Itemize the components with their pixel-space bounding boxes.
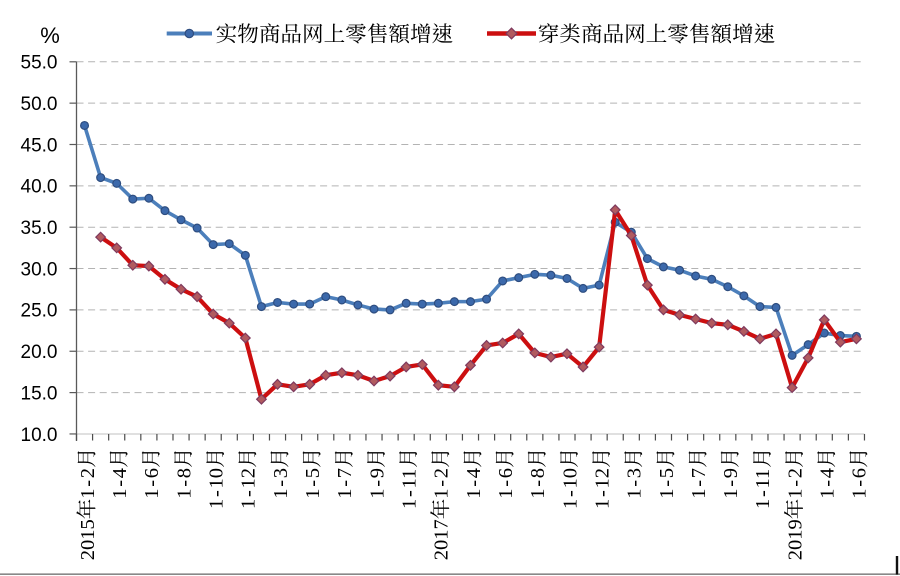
svg-text:3: 3 (624, 468, 646, 478)
svg-text:5: 5 (302, 468, 324, 478)
svg-text:10: 10 (205, 468, 227, 489)
svg-text:1: 1 (463, 489, 485, 499)
svg-text:1: 1 (334, 489, 356, 499)
svg-text:35.0: 35.0 (21, 218, 58, 239)
svg-text:2015: 2015 (77, 519, 99, 560)
svg-text:1: 1 (302, 489, 324, 499)
svg-text:%: % (40, 23, 60, 48)
svg-text:-: - (817, 480, 839, 487)
svg-text:1: 1 (366, 489, 388, 499)
svg-text:9: 9 (720, 468, 742, 478)
svg-text:2: 2 (784, 468, 806, 478)
svg-text:12: 12 (591, 468, 613, 489)
svg-text:-: - (591, 490, 613, 497)
svg-text:20.0: 20.0 (21, 342, 58, 363)
svg-text:-: - (527, 480, 549, 487)
svg-text:6: 6 (141, 468, 163, 478)
svg-text:50.0: 50.0 (21, 94, 58, 115)
svg-text:15.0: 15.0 (21, 383, 58, 404)
svg-text:8: 8 (173, 468, 195, 478)
svg-text:-: - (656, 480, 678, 487)
svg-text:11: 11 (752, 469, 774, 489)
svg-text:-: - (398, 490, 420, 497)
svg-text:1: 1 (720, 489, 742, 499)
svg-text:1: 1 (205, 499, 227, 509)
svg-text:1: 1 (173, 489, 195, 499)
svg-text:11: 11 (398, 469, 420, 489)
svg-text:-: - (173, 480, 195, 487)
svg-text:7: 7 (688, 468, 710, 478)
svg-text:1: 1 (591, 499, 613, 509)
svg-text:6: 6 (495, 468, 517, 478)
svg-text:45.0: 45.0 (21, 135, 58, 156)
svg-text:1: 1 (752, 499, 774, 509)
svg-text:10.0: 10.0 (21, 425, 58, 446)
svg-text:-: - (302, 480, 324, 487)
svg-text:1: 1 (270, 489, 292, 499)
svg-text:-: - (624, 480, 646, 487)
svg-text:1: 1 (559, 499, 581, 509)
svg-text:1: 1 (527, 489, 549, 499)
svg-text:1: 1 (398, 499, 420, 509)
svg-text:1: 1 (624, 489, 646, 499)
svg-text:7: 7 (334, 468, 356, 478)
svg-text:3: 3 (270, 468, 292, 478)
svg-text:1: 1 (141, 489, 163, 499)
svg-text:6: 6 (849, 468, 871, 478)
svg-text:1: 1 (495, 489, 517, 499)
svg-text:-: - (141, 480, 163, 487)
svg-text:2017: 2017 (431, 519, 453, 560)
svg-text:-: - (720, 480, 742, 487)
svg-text:5: 5 (656, 468, 678, 478)
svg-text:-: - (366, 480, 388, 487)
svg-text:1: 1 (656, 489, 678, 499)
svg-text:12: 12 (238, 468, 260, 489)
svg-text:2: 2 (431, 468, 453, 478)
svg-text:55.0: 55.0 (21, 53, 58, 74)
svg-text:-: - (752, 490, 774, 497)
svg-text:4: 4 (109, 468, 131, 478)
svg-text:2019: 2019 (784, 519, 806, 560)
svg-text:10: 10 (559, 468, 581, 489)
svg-text:25.0: 25.0 (21, 301, 58, 322)
svg-text:4: 4 (817, 468, 839, 478)
svg-text:-: - (559, 490, 581, 497)
svg-text:-: - (688, 480, 710, 487)
svg-text:-: - (109, 480, 131, 487)
svg-text:-: - (270, 480, 292, 487)
svg-text:-: - (495, 480, 517, 487)
svg-text:-: - (334, 480, 356, 487)
svg-text:-: - (431, 480, 453, 487)
svg-text:30.0: 30.0 (21, 259, 58, 280)
svg-text:-: - (238, 490, 260, 497)
svg-text:-: - (784, 480, 806, 487)
svg-text:1: 1 (109, 489, 131, 499)
svg-text:1: 1 (849, 489, 871, 499)
svg-text:1: 1 (431, 489, 453, 499)
svg-text:1: 1 (817, 489, 839, 499)
svg-text:1: 1 (688, 489, 710, 499)
svg-text:2: 2 (77, 468, 99, 478)
svg-text:9: 9 (366, 468, 388, 478)
svg-text:8: 8 (527, 468, 549, 478)
svg-text:1: 1 (784, 489, 806, 499)
svg-text:40.0: 40.0 (21, 177, 58, 198)
svg-text:4: 4 (463, 468, 485, 478)
svg-text:-: - (849, 480, 871, 487)
svg-text:1: 1 (238, 499, 260, 509)
svg-text:-: - (463, 480, 485, 487)
svg-text:1: 1 (77, 489, 99, 499)
svg-text:-: - (205, 490, 227, 497)
svg-text:-: - (77, 480, 99, 487)
